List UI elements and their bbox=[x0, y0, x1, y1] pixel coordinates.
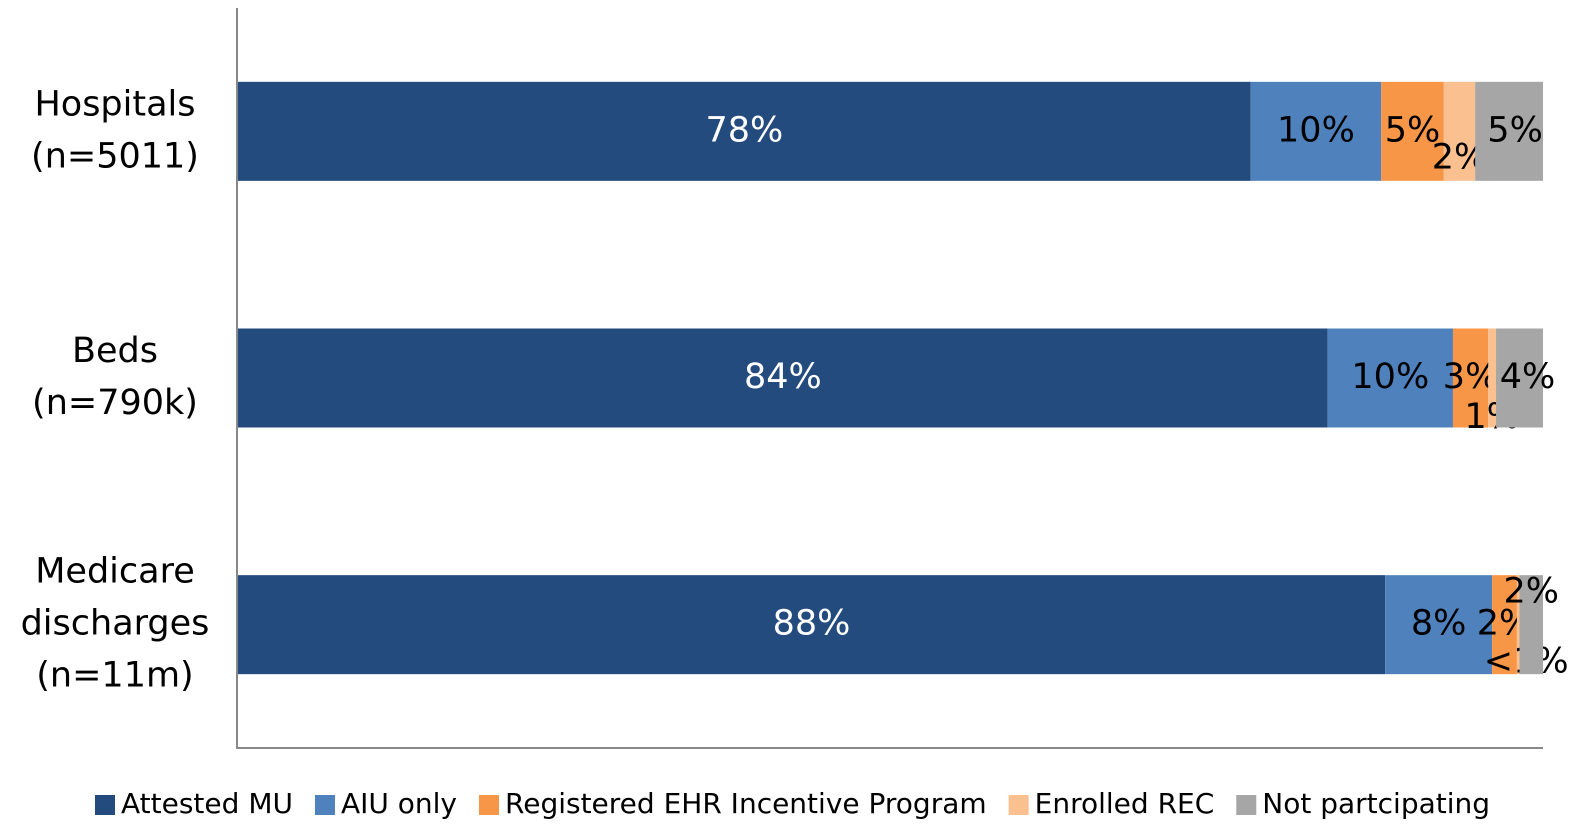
bar-segment bbox=[1488, 328, 1497, 428]
y-tick-label: (n=790k) bbox=[32, 383, 198, 423]
legend-swatch bbox=[1236, 795, 1257, 815]
y-tick-label: Beds bbox=[72, 331, 158, 371]
value-label: 88% bbox=[773, 604, 851, 644]
value-label: 10% bbox=[1351, 357, 1429, 397]
value-label: 84% bbox=[744, 357, 822, 397]
bar-segment bbox=[238, 328, 1328, 428]
bar-segment bbox=[238, 575, 1386, 675]
value-label: 8% bbox=[1411, 604, 1467, 644]
legend-label: Enrolled REC bbox=[1035, 787, 1215, 820]
y-tick-label: Medicare bbox=[35, 552, 195, 592]
legend-swatch bbox=[1008, 795, 1029, 815]
value-label: 78% bbox=[705, 110, 783, 150]
legend-swatch bbox=[95, 795, 115, 815]
bar-segment bbox=[1519, 575, 1543, 675]
bar-segment bbox=[1443, 81, 1476, 181]
value-label: 10% bbox=[1277, 110, 1355, 150]
bar-segment bbox=[1327, 328, 1453, 428]
y-tick-label: discharges bbox=[21, 604, 210, 644]
legend-label: Not partcipating bbox=[1262, 787, 1490, 820]
y-tick-label: (n=5011) bbox=[31, 136, 199, 176]
legend-swatch bbox=[314, 795, 335, 815]
legend-swatch bbox=[479, 795, 500, 815]
bar-segment bbox=[238, 81, 1251, 181]
value-label: 2% bbox=[1503, 572, 1559, 612]
legend-label: AIU only bbox=[341, 787, 457, 820]
y-tick-label: Hospitals bbox=[34, 84, 195, 124]
value-label: 5% bbox=[1487, 110, 1543, 150]
legend-label: Attested MU bbox=[121, 787, 293, 820]
value-label: 5% bbox=[1385, 110, 1441, 150]
legend-label: Registered EHR Incentive Program bbox=[505, 787, 987, 820]
bar-segment bbox=[1452, 328, 1489, 428]
bar-segment bbox=[1475, 81, 1543, 181]
bar-segment bbox=[1250, 81, 1382, 181]
bar-segment bbox=[1385, 575, 1493, 675]
y-tick-label: (n=11m) bbox=[36, 656, 193, 696]
value-label: 4% bbox=[1500, 357, 1556, 397]
bar-segment bbox=[1492, 575, 1517, 675]
bar-segment bbox=[1381, 81, 1444, 181]
bar-segment bbox=[1516, 575, 1520, 675]
bar-segment bbox=[1496, 328, 1543, 428]
